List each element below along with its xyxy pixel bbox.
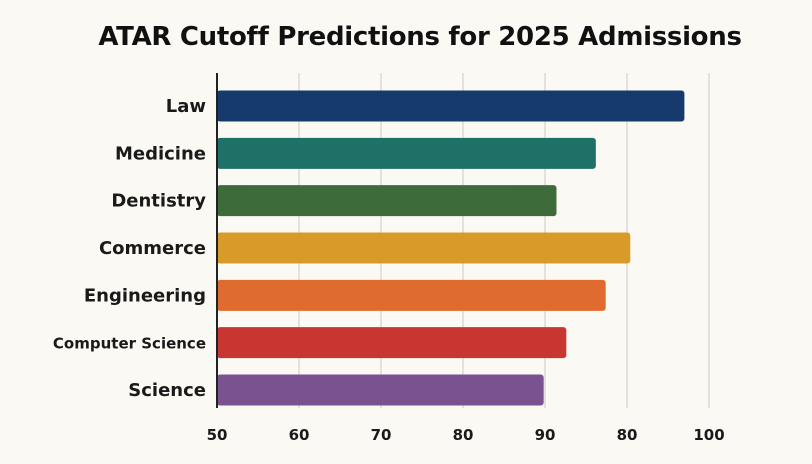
x-tick-label: 90	[535, 426, 556, 444]
bar	[217, 327, 567, 359]
bar	[217, 90, 685, 122]
x-tick-label: 50	[207, 426, 228, 444]
x-tick-label: 80	[617, 426, 638, 444]
bar	[217, 232, 631, 264]
bar	[217, 279, 606, 311]
bar	[217, 185, 557, 217]
category-label: Engineering	[84, 285, 206, 306]
x-tick-label: 60	[289, 426, 310, 444]
chart-title: ATAR Cutoff Predictions for 2025 Admissi…	[98, 22, 742, 52]
x-tick-label: 70	[371, 426, 392, 444]
bars	[217, 90, 685, 406]
category-label: Dentistry	[111, 191, 206, 212]
category-label: Law	[166, 96, 206, 117]
category-label: Computer Science	[53, 335, 206, 353]
x-tick-labels: 50 60 70 80 90 80 100	[207, 426, 725, 444]
category-labels: Law Medicine Dentistry Commerce Engineering C…	[53, 96, 206, 401]
category-label: Medicine	[115, 143, 206, 164]
x-tick-label: 80	[453, 426, 474, 444]
bar	[217, 137, 596, 169]
category-label: Science	[128, 380, 206, 401]
x-tick-label: 100	[693, 426, 724, 444]
category-label: Commerce	[99, 238, 206, 259]
bar	[217, 374, 544, 406]
